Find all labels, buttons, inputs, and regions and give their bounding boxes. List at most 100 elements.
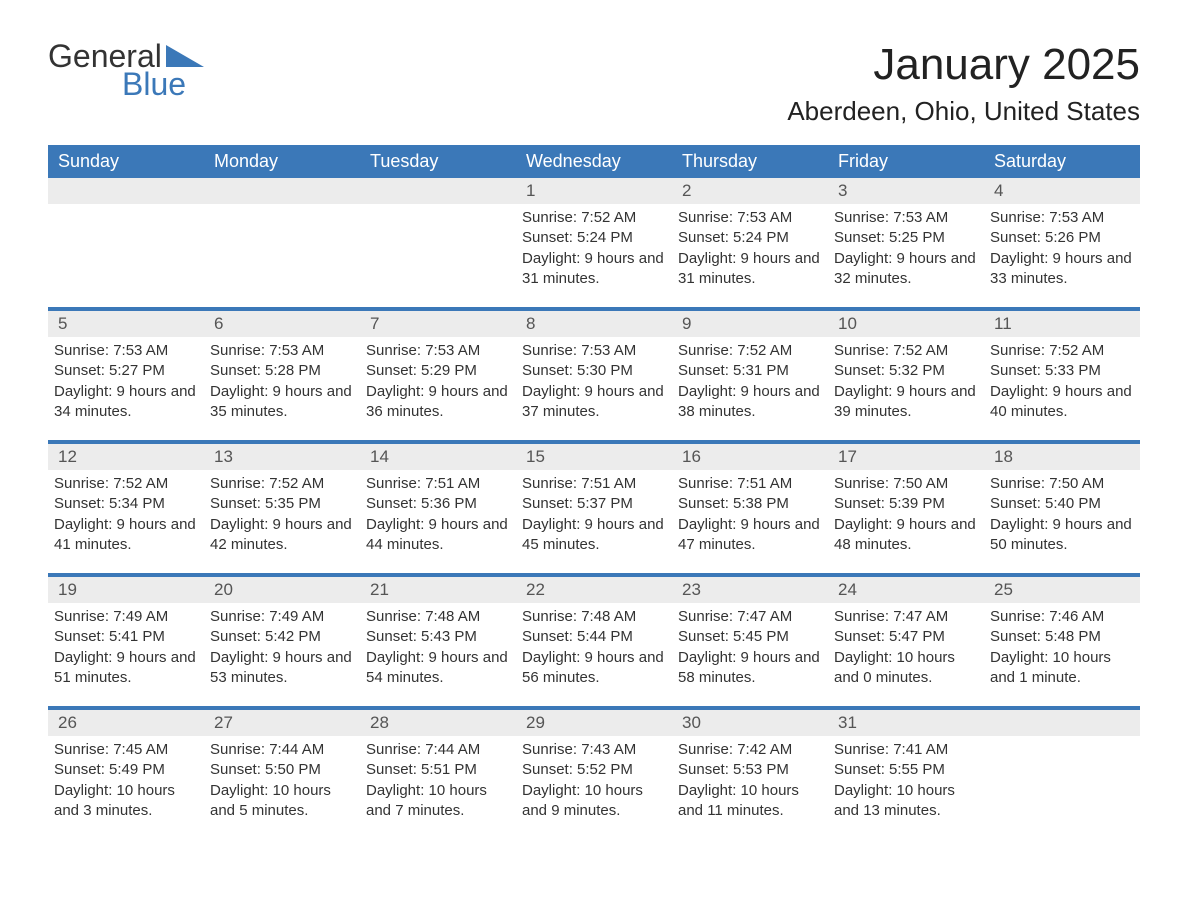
sunset-line: Sunset: 5:53 PM <box>678 760 822 780</box>
day-number: 21 <box>360 575 516 603</box>
calendar-cell: 27Sunrise: 7:44 AMSunset: 5:50 PMDayligh… <box>204 707 360 839</box>
daylight-line: Daylight: 9 hours and 51 minutes. <box>54 648 198 689</box>
daylight-line: Daylight: 9 hours and 58 minutes. <box>678 648 822 689</box>
day-number: 8 <box>516 309 672 337</box>
sunrise-line: Sunrise: 7:53 AM <box>678 208 822 228</box>
day-number: 25 <box>984 575 1140 603</box>
sunrise-line: Sunrise: 7:52 AM <box>678 341 822 361</box>
sunrise-line: Sunrise: 7:53 AM <box>522 341 666 361</box>
calendar-cell <box>984 707 1140 839</box>
sunrise-line: Sunrise: 7:52 AM <box>54 474 198 494</box>
brand-part2: Blue <box>48 68 204 100</box>
month-title: January 2025 <box>787 40 1140 90</box>
day-number: 27 <box>204 708 360 736</box>
calendar-cell: 17Sunrise: 7:50 AMSunset: 5:39 PMDayligh… <box>828 441 984 574</box>
daylight-line: Daylight: 10 hours and 1 minute. <box>990 648 1134 689</box>
day-number: 12 <box>48 442 204 470</box>
calendar-cell: 31Sunrise: 7:41 AMSunset: 5:55 PMDayligh… <box>828 707 984 839</box>
daylight-line: Daylight: 10 hours and 3 minutes. <box>54 781 198 822</box>
calendar-cell <box>48 178 204 308</box>
sunset-line: Sunset: 5:40 PM <box>990 494 1134 514</box>
calendar-cell: 25Sunrise: 7:46 AMSunset: 5:48 PMDayligh… <box>984 574 1140 707</box>
day-number: 7 <box>360 309 516 337</box>
calendar-cell: 4Sunrise: 7:53 AMSunset: 5:26 PMDaylight… <box>984 178 1140 308</box>
calendar-cell: 1Sunrise: 7:52 AMSunset: 5:24 PMDaylight… <box>516 178 672 308</box>
sunset-line: Sunset: 5:36 PM <box>366 494 510 514</box>
sunrise-line: Sunrise: 7:53 AM <box>834 208 978 228</box>
sunrise-line: Sunrise: 7:53 AM <box>366 341 510 361</box>
daylight-line: Daylight: 9 hours and 37 minutes. <box>522 382 666 423</box>
day-number: 19 <box>48 575 204 603</box>
daylight-line: Daylight: 9 hours and 48 minutes. <box>834 515 978 556</box>
day-number: 16 <box>672 442 828 470</box>
sunset-line: Sunset: 5:25 PM <box>834 228 978 248</box>
day-header: Monday <box>204 145 360 178</box>
sunset-line: Sunset: 5:38 PM <box>678 494 822 514</box>
day-number: 2 <box>672 178 828 204</box>
daylight-line: Daylight: 9 hours and 44 minutes. <box>366 515 510 556</box>
calendar-cell: 8Sunrise: 7:53 AMSunset: 5:30 PMDaylight… <box>516 308 672 441</box>
calendar-cell: 21Sunrise: 7:48 AMSunset: 5:43 PMDayligh… <box>360 574 516 707</box>
sunset-line: Sunset: 5:24 PM <box>678 228 822 248</box>
header: General Blue January 2025 Aberdeen, Ohio… <box>48 40 1140 127</box>
calendar-cell: 24Sunrise: 7:47 AMSunset: 5:47 PMDayligh… <box>828 574 984 707</box>
day-number: 26 <box>48 708 204 736</box>
day-number: 29 <box>516 708 672 736</box>
daylight-line: Daylight: 9 hours and 56 minutes. <box>522 648 666 689</box>
calendar-cell: 2Sunrise: 7:53 AMSunset: 5:24 PMDaylight… <box>672 178 828 308</box>
sunrise-line: Sunrise: 7:53 AM <box>54 341 198 361</box>
sunrise-line: Sunrise: 7:45 AM <box>54 740 198 760</box>
day-number: 28 <box>360 708 516 736</box>
day-number: 31 <box>828 708 984 736</box>
sunrise-line: Sunrise: 7:49 AM <box>210 607 354 627</box>
day-number: 20 <box>204 575 360 603</box>
sunrise-line: Sunrise: 7:43 AM <box>522 740 666 760</box>
daylight-line: Daylight: 9 hours and 54 minutes. <box>366 648 510 689</box>
sunrise-line: Sunrise: 7:47 AM <box>834 607 978 627</box>
sunset-line: Sunset: 5:45 PM <box>678 627 822 647</box>
sunrise-line: Sunrise: 7:52 AM <box>834 341 978 361</box>
day-number: 18 <box>984 442 1140 470</box>
daylight-line: Daylight: 9 hours and 33 minutes. <box>990 249 1134 290</box>
sunrise-line: Sunrise: 7:50 AM <box>834 474 978 494</box>
day-number: 3 <box>828 178 984 204</box>
daylight-line: Daylight: 9 hours and 34 minutes. <box>54 382 198 423</box>
day-number: 11 <box>984 309 1140 337</box>
daylight-line: Daylight: 9 hours and 38 minutes. <box>678 382 822 423</box>
day-header: Saturday <box>984 145 1140 178</box>
daylight-line: Daylight: 10 hours and 5 minutes. <box>210 781 354 822</box>
calendar-cell: 28Sunrise: 7:44 AMSunset: 5:51 PMDayligh… <box>360 707 516 839</box>
calendar-cell: 22Sunrise: 7:48 AMSunset: 5:44 PMDayligh… <box>516 574 672 707</box>
brand-logo: General Blue <box>48 40 204 100</box>
daylight-line: Daylight: 9 hours and 31 minutes. <box>522 249 666 290</box>
sunrise-line: Sunrise: 7:52 AM <box>522 208 666 228</box>
day-number: 14 <box>360 442 516 470</box>
day-number: 9 <box>672 309 828 337</box>
day-number: 4 <box>984 178 1140 204</box>
sunset-line: Sunset: 5:33 PM <box>990 361 1134 381</box>
daylight-line: Daylight: 10 hours and 7 minutes. <box>366 781 510 822</box>
calendar-cell: 29Sunrise: 7:43 AMSunset: 5:52 PMDayligh… <box>516 707 672 839</box>
daylight-line: Daylight: 9 hours and 45 minutes. <box>522 515 666 556</box>
calendar-cell: 10Sunrise: 7:52 AMSunset: 5:32 PMDayligh… <box>828 308 984 441</box>
daylight-line: Daylight: 10 hours and 13 minutes. <box>834 781 978 822</box>
calendar-cell: 9Sunrise: 7:52 AMSunset: 5:31 PMDaylight… <box>672 308 828 441</box>
calendar-cell: 14Sunrise: 7:51 AMSunset: 5:36 PMDayligh… <box>360 441 516 574</box>
calendar-cell: 13Sunrise: 7:52 AMSunset: 5:35 PMDayligh… <box>204 441 360 574</box>
daylight-line: Daylight: 9 hours and 47 minutes. <box>678 515 822 556</box>
daylight-line: Daylight: 9 hours and 32 minutes. <box>834 249 978 290</box>
sunrise-line: Sunrise: 7:42 AM <box>678 740 822 760</box>
sunrise-line: Sunrise: 7:48 AM <box>366 607 510 627</box>
sunrise-line: Sunrise: 7:53 AM <box>990 208 1134 228</box>
daylight-line: Daylight: 9 hours and 35 minutes. <box>210 382 354 423</box>
day-header: Tuesday <box>360 145 516 178</box>
sunset-line: Sunset: 5:34 PM <box>54 494 198 514</box>
sunrise-line: Sunrise: 7:51 AM <box>522 474 666 494</box>
day-number: 24 <box>828 575 984 603</box>
sunset-line: Sunset: 5:41 PM <box>54 627 198 647</box>
sunset-line: Sunset: 5:49 PM <box>54 760 198 780</box>
day-number: 23 <box>672 575 828 603</box>
sunset-line: Sunset: 5:37 PM <box>522 494 666 514</box>
day-number: 30 <box>672 708 828 736</box>
day-number: 17 <box>828 442 984 470</box>
